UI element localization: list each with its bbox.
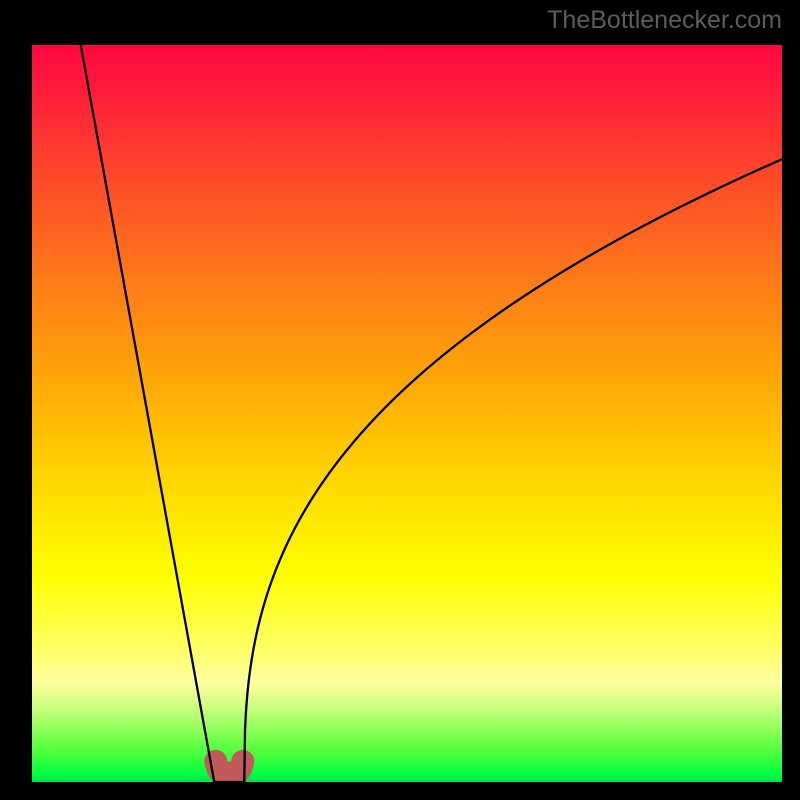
bottleneck-curve xyxy=(81,45,782,782)
plot-area xyxy=(32,45,782,782)
watermark-text: TheBottlenecker.com xyxy=(547,6,782,35)
valley-marker xyxy=(216,761,243,773)
curve-layer xyxy=(32,45,782,782)
chart-frame: TheBottlenecker.com xyxy=(0,0,800,800)
